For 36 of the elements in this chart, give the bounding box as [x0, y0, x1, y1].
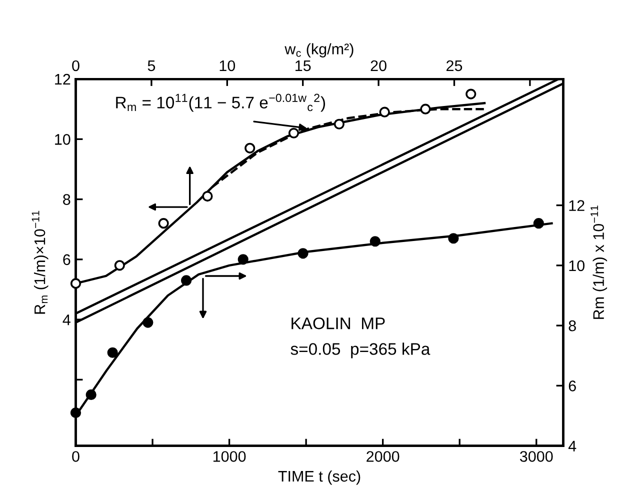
x2-tick-label: 5 — [148, 60, 156, 72]
point — [107, 347, 118, 358]
x-axis-title: TIME t (sec) — [278, 470, 360, 485]
y-tick-label: 10 — [55, 134, 70, 145]
y-tick-label: 6 — [63, 254, 70, 266]
y2-tick-label: 6 — [568, 380, 576, 392]
point — [142, 317, 154, 328]
text: R$_{m}$ = 10$^{11}$(11 − 5.7 e$^{−0.01w}$$_{c}$$^{2}$) — [116, 94, 326, 112]
x2-tick-label: 20 — [370, 60, 386, 72]
point — [181, 275, 192, 286]
point — [86, 389, 96, 400]
x-tick-label: 3000 — [520, 451, 553, 462]
point — [298, 248, 308, 259]
y-tick-label: 4 — [62, 314, 70, 326]
x2-tick-label: 25 — [446, 60, 462, 72]
x-tick-label: 0 — [72, 451, 80, 462]
x-tick-label: 1000 — [213, 451, 246, 462]
annotation: s=0.05 p=365 kPa — [290, 342, 430, 358]
annotation: KAOLIN MP — [292, 317, 385, 330]
y-axis-title: R$_{m}$ (1/m)×10$^{−11}$ — [32, 210, 48, 314]
y2-tick-label: 12 — [569, 200, 584, 211]
point — [370, 236, 380, 247]
y2-axis-title: Rm (1/m) x 10$^{−11}$ — [590, 206, 608, 319]
x2-tick-label: 0 — [72, 60, 80, 72]
x2-tick-label: 15 — [296, 60, 311, 72]
y2-tick-label: 10 — [569, 260, 585, 272]
x-tick-label: 2000 — [366, 451, 400, 462]
x2-tick-label: 10 — [220, 60, 236, 72]
point — [238, 254, 248, 265]
x2-axis-title: w$_{c}$ (kg/m²) — [284, 43, 354, 58]
y-tick-label: 12 — [55, 74, 70, 85]
point — [448, 233, 459, 244]
y2-tick-label: 8 — [568, 320, 576, 332]
point — [533, 218, 544, 229]
y2-tick-label: 4 — [568, 440, 576, 452]
y-tick-label: 8 — [63, 194, 70, 205]
